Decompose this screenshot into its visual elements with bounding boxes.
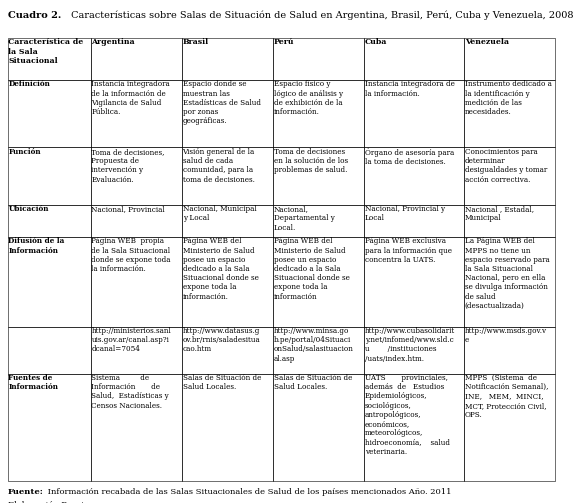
Bar <box>91 374 182 481</box>
Text: Salas de Situación de
Salud Locales.: Salas de Situación de Salud Locales. <box>183 374 261 391</box>
Text: Elaboración Propia: Elaboración Propia <box>8 501 89 503</box>
Text: Página WEB del
Ministerio de Salud
posee un espacio
dedicado a la Sala
Situacion: Página WEB del Ministerio de Salud posee… <box>273 237 350 301</box>
Text: Información recabada de las Salas Situacionales de Salud de los países mencionad: Información recabada de las Salas Situac… <box>45 488 451 496</box>
Bar <box>182 205 273 237</box>
Bar <box>364 205 464 237</box>
Bar <box>464 38 555 80</box>
Text: Nacional,
Departamental y
Local.: Nacional, Departamental y Local. <box>273 205 335 232</box>
Bar <box>364 80 464 147</box>
Bar <box>464 374 555 481</box>
Text: Característica de
la Sala
Situacional: Característica de la Sala Situacional <box>8 39 84 65</box>
Text: Fuentes de
Información: Fuentes de Información <box>8 374 58 391</box>
Bar <box>91 80 182 147</box>
Text: Características sobre Salas de Situación de Salud en Argentina, Brasil, Perú, Cu: Características sobre Salas de Situación… <box>68 11 573 20</box>
Text: Brasil: Brasil <box>183 39 209 46</box>
Bar <box>91 326 182 374</box>
Text: Nacional, Provincial: Nacional, Provincial <box>91 205 165 213</box>
Bar <box>8 80 91 147</box>
Bar <box>182 38 273 80</box>
Bar <box>273 326 364 374</box>
Text: Página WEB del
Ministerio de Salud
posee un espacio
dedicado a la Sala
Situacion: Página WEB del Ministerio de Salud posee… <box>183 237 258 301</box>
Text: La Página WEB del
MPPS no tiene un
espacio reservado para
la Sala Situacional
Na: La Página WEB del MPPS no tiene un espac… <box>465 237 550 310</box>
Text: Difusión de la
Información: Difusión de la Información <box>8 237 65 255</box>
Bar <box>182 237 273 326</box>
Text: Argentina: Argentina <box>91 39 135 46</box>
Bar <box>8 38 91 80</box>
Text: http://www.msds.gov.v
e: http://www.msds.gov.v e <box>465 327 547 344</box>
Text: Cuadro 2.: Cuadro 2. <box>8 11 61 20</box>
Bar <box>8 237 91 326</box>
Text: Toma de decisiones
en la solución de los
problemas de salud.: Toma de decisiones en la solución de los… <box>273 148 348 175</box>
Bar <box>91 38 182 80</box>
Text: Venezuela: Venezuela <box>465 39 509 46</box>
Bar <box>364 38 464 80</box>
Text: http://www.datasus.g
ov.br/rnis/saladesitua
cao.htm: http://www.datasus.g ov.br/rnis/saladesi… <box>183 327 260 354</box>
Text: Salas de Situación de
Salud Locales.: Salas de Situación de Salud Locales. <box>273 374 352 391</box>
Text: Instancia integradora
de la información de
Vigilancia de Salud
Pública.: Instancia integradora de la información … <box>91 80 171 116</box>
Bar <box>364 326 464 374</box>
Text: http://ministerios.sanl
uis.gov.ar/canal.asp?i
dcanal=7054: http://ministerios.sanl uis.gov.ar/canal… <box>91 327 171 354</box>
Bar <box>464 147 555 205</box>
Text: Toma de decisiones,
Propuesta de
intervención y
Evaluación.: Toma de decisiones, Propuesta de interve… <box>91 148 165 184</box>
Text: Definición: Definición <box>8 80 50 89</box>
Bar <box>364 237 464 326</box>
Text: Sistema         de
Información       de
Salud,  Estadísticas y
Censos Nacionales: Sistema de Información de Salud, Estadís… <box>91 374 169 409</box>
Bar <box>91 205 182 237</box>
Text: Página WEB  propia
de la Sala Situacional
donde se expone toda
la información.: Página WEB propia de la Sala Situacional… <box>91 237 171 273</box>
Text: Espacio físico y
lógico de análisis y
de exhibición de la
información.: Espacio físico y lógico de análisis y de… <box>273 80 343 116</box>
Bar <box>273 38 364 80</box>
Text: http://www.cubasolidarit
y.net/infomed/www.sld.c
u        /instituciones
/uats/i: http://www.cubasolidarit y.net/infomed/w… <box>365 327 455 363</box>
Text: Fuente:: Fuente: <box>8 488 44 496</box>
Text: Instancia integradora de
la información.: Instancia integradora de la información. <box>365 80 454 98</box>
Bar <box>273 80 364 147</box>
Bar <box>464 326 555 374</box>
Bar <box>273 205 364 237</box>
Text: Visión general de la
salud de cada
comunidad, para la
toma de decisiones.: Visión general de la salud de cada comun… <box>183 148 255 184</box>
Text: Página WEB exclusiva
para la información que
concentra la UATS.: Página WEB exclusiva para la información… <box>365 237 451 264</box>
Bar <box>8 374 91 481</box>
Bar <box>273 147 364 205</box>
Bar <box>273 237 364 326</box>
Bar <box>91 237 182 326</box>
Text: Cuba: Cuba <box>365 39 387 46</box>
Bar <box>364 374 464 481</box>
Bar <box>182 374 273 481</box>
Text: http://www.minsa.go
b.pe/portal/04Situaci
onSalud/salasituacion
al.asp: http://www.minsa.go b.pe/portal/04Situac… <box>273 327 353 363</box>
Text: UATS       provinciales,
además  de   Estudios
Epidemiológicos,
sociológicos,
an: UATS provinciales, además de Estudios Ep… <box>365 374 450 456</box>
Bar <box>8 326 91 374</box>
Bar <box>182 326 273 374</box>
Text: MPPS  (Sistema  de
Notificación Semanal),
INE,   MEM,  MINCI,
MCT, Protección Ci: MPPS (Sistema de Notificación Semanal), … <box>465 374 548 419</box>
Text: Espacio donde se
muestran las
Estadísticas de Salud
por zonas
geográficas.: Espacio donde se muestran las Estadístic… <box>183 80 261 125</box>
Bar <box>8 205 91 237</box>
Bar <box>464 80 555 147</box>
Text: Órgano de asesoría para
la toma de decisiones.: Órgano de asesoría para la toma de decis… <box>365 148 454 166</box>
Text: Conocimientos para
determinar
desigualdades y tomar
acción correctiva.: Conocimientos para determinar desigualda… <box>465 148 547 184</box>
Bar <box>8 147 91 205</box>
Text: Nacional, Provincial y
Local: Nacional, Provincial y Local <box>365 205 444 222</box>
Text: Nacional , Estadal,
Municipal: Nacional , Estadal, Municipal <box>465 205 533 222</box>
Bar <box>182 80 273 147</box>
Text: Instrumento dedicado a
la identificación y
medición de las
necesidades.: Instrumento dedicado a la identificación… <box>465 80 551 116</box>
Bar <box>464 205 555 237</box>
Text: Perú: Perú <box>273 39 294 46</box>
Text: Función: Función <box>8 148 41 156</box>
Text: Nacional, Municipal
y Local: Nacional, Municipal y Local <box>183 205 256 222</box>
Bar <box>91 147 182 205</box>
Text: Ubicación: Ubicación <box>8 205 49 213</box>
Bar <box>273 374 364 481</box>
Bar <box>182 147 273 205</box>
Bar <box>464 237 555 326</box>
Bar <box>364 147 464 205</box>
